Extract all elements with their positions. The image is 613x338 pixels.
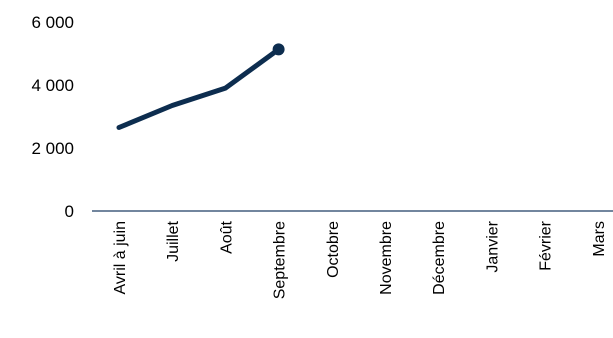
x-tick-label: Juillet <box>165 220 182 261</box>
x-axis-ticks: Avril à juin Juillet Août Septembre Octobre N… <box>112 220 608 299</box>
x-tick-label: Février <box>538 220 555 270</box>
series-points <box>272 43 285 56</box>
y-tick-label: 0 <box>65 202 74 221</box>
x-tick-label: Décembre <box>431 221 448 295</box>
x-tick-label: Mars <box>591 221 608 257</box>
y-tick-label: 6 000 <box>31 13 74 32</box>
y-tick-label: 2 000 <box>31 139 74 158</box>
x-tick-label: Août <box>218 220 235 253</box>
series-line <box>116 46 282 130</box>
x-tick-label: Octobre <box>325 221 342 278</box>
y-tick-label: 4 000 <box>31 76 74 95</box>
series-end-marker <box>272 43 285 56</box>
y-axis-ticks: 0 2 000 4 000 6 000 <box>31 13 74 221</box>
x-tick-label: Avril à juin <box>112 221 129 295</box>
x-tick-label: Septembre <box>272 221 289 299</box>
x-tick-label: Janvier <box>484 220 501 272</box>
x-tick-label: Novembre <box>378 221 395 295</box>
